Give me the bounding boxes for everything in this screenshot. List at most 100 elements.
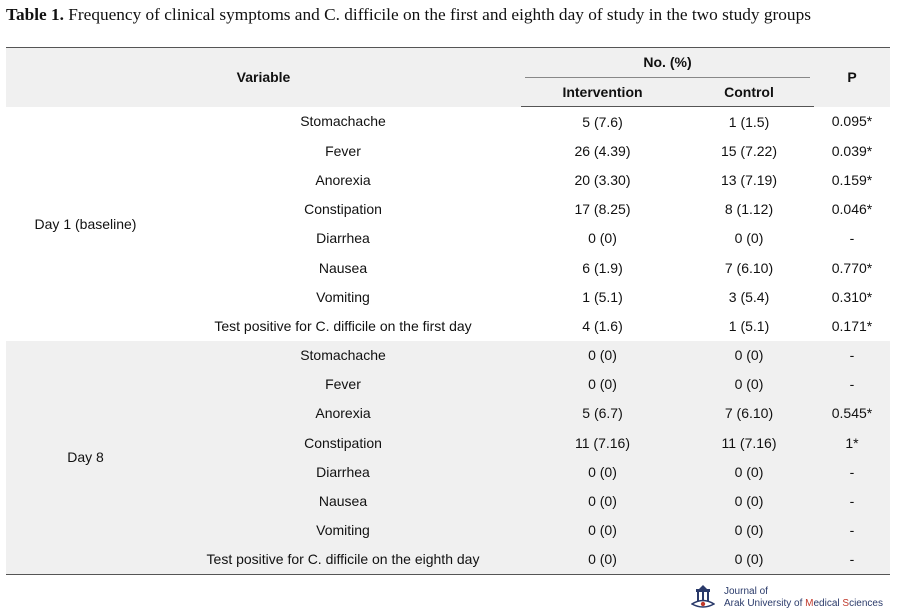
- control-cell: 1 (1.5): [684, 106, 814, 137]
- control-cell: 0 (0): [684, 369, 814, 399]
- p-header: P: [814, 47, 890, 107]
- variable-cell: Stomachache: [165, 340, 521, 370]
- variable-cell: Vomiting: [165, 515, 521, 545]
- table-row: Test positive for C. difficile on the fi…: [6, 311, 890, 341]
- p-value-cell: -: [814, 544, 890, 575]
- intervention-cell: 1 (5.1): [521, 282, 684, 312]
- control-cell: 15 (7.22): [684, 136, 814, 166]
- intervention-cell: 0 (0): [521, 457, 684, 487]
- p-value-cell: -: [814, 486, 890, 516]
- table-row: Test positive for C. difficile on the ei…: [6, 544, 890, 575]
- p-value-cell: 0.770*: [814, 252, 890, 283]
- p-value-cell: 0.095*: [814, 106, 890, 137]
- table-title: Frequency of clinical symptoms and C. di…: [68, 5, 811, 24]
- variable-cell: Anorexia: [165, 165, 521, 195]
- table-row: Day 8 Stomachache 0 (0) 0 (0) -: [6, 340, 890, 575]
- control-cell: 7 (6.10): [684, 398, 814, 429]
- results-table: Variable No. (%) P Intervention Control …: [6, 47, 890, 575]
- control-cell: 8 (1.12): [684, 194, 814, 224]
- group-day1: Day 1 (baseline) Stomachache 5 (7.6) 1 (1.5…: [6, 106, 890, 341]
- p-value-cell: -: [814, 515, 890, 545]
- p-value-cell: 0.171*: [814, 311, 890, 341]
- intervention-cell: 0 (0): [521, 340, 684, 370]
- table-row: Diarrhea 0 (0) 0 (0) -: [6, 457, 890, 487]
- intervention-cell: 5 (7.6): [521, 106, 684, 137]
- control-cell: 0 (0): [684, 223, 814, 253]
- table-label: Table 1.: [6, 5, 64, 24]
- intervention-cell: 0 (0): [521, 369, 684, 399]
- intervention-cell: 0 (0): [521, 486, 684, 516]
- variable-cell: Fever: [165, 136, 521, 166]
- intervention-cell: 26 (4.39): [521, 136, 684, 166]
- p-value-cell: -: [814, 340, 890, 370]
- control-cell: 7 (6.10): [684, 252, 814, 283]
- table-row: Vomiting 1 (5.1) 3 (5.4) 0.310*: [6, 282, 890, 312]
- table-row: Vomiting 0 (0) 0 (0) -: [6, 515, 890, 545]
- group-label: Day 1 (baseline): [6, 106, 165, 341]
- p-value-cell: 0.039*: [814, 136, 890, 166]
- intervention-cell: 0 (0): [521, 515, 684, 545]
- p-value-cell: -: [814, 223, 890, 253]
- variable-cell: Stomachache: [165, 106, 521, 137]
- p-value-cell: -: [814, 457, 890, 487]
- p-value-cell: 0.159*: [814, 165, 890, 195]
- table-row: Day 1 (baseline) Stomachache 5 (7.6) 1 (1.5…: [6, 106, 890, 341]
- variable-cell: Nausea: [165, 252, 521, 283]
- control-cell: 11 (7.16): [684, 428, 814, 458]
- variable-cell: Test positive for C. difficile on the fi…: [165, 311, 521, 341]
- control-cell: 13 (7.19): [684, 165, 814, 195]
- table-row: Constipation 17 (8.25) 8 (1.12) 0.046*: [6, 194, 890, 224]
- table-header: Variable No. (%) P Intervention Control: [6, 47, 890, 107]
- p-value-cell: 0.310*: [814, 282, 890, 312]
- table-row: Constipation 11 (7.16) 11 (7.16) 1*: [6, 428, 890, 458]
- table-row: Diarrhea 0 (0) 0 (0) -: [6, 223, 890, 253]
- intervention-cell: 17 (8.25): [521, 194, 684, 224]
- control-cell: 1 (5.1): [684, 311, 814, 341]
- intervention-cell: 4 (1.6): [521, 311, 684, 341]
- variable-cell: Anorexia: [165, 398, 521, 429]
- no-percent-header: No. (%): [521, 47, 814, 78]
- group-day8: Day 8 Stomachache 0 (0) 0 (0) - Fever 0 (0) 0 (…: [6, 340, 890, 575]
- intervention-cell: 20 (3.30): [521, 165, 684, 195]
- intervention-header: Intervention: [521, 78, 684, 107]
- intervention-cell: 5 (6.7): [521, 398, 684, 429]
- no-percent-label: No. (%): [643, 54, 692, 70]
- control-header: Control: [684, 78, 814, 107]
- table-caption: Table 1. Frequency of clinical symptoms …: [6, 4, 891, 26]
- table-row: Fever 0 (0) 0 (0) -: [6, 369, 890, 399]
- variable-header: Variable: [6, 47, 521, 107]
- header-rule: [525, 77, 810, 78]
- p-value-cell: 0.545*: [814, 398, 890, 429]
- variable-cell: Constipation: [165, 194, 521, 224]
- variable-cell: Test positive for C. difficile on the ei…: [165, 544, 521, 575]
- table-row: Anorexia 5 (6.7) 7 (6.10) 0.545*: [6, 398, 890, 429]
- table-row: Nausea 0 (0) 0 (0) -: [6, 486, 890, 516]
- table-row: Anorexia 20 (3.30) 13 (7.19) 0.159*: [6, 165, 890, 195]
- journal-name-line2: Arak University of Medical Sciences: [724, 598, 883, 609]
- control-cell: 0 (0): [684, 457, 814, 487]
- p-value-cell: 1*: [814, 428, 890, 458]
- group-label: Day 8: [6, 340, 165, 575]
- intervention-cell: 0 (0): [521, 544, 684, 575]
- intervention-cell: 11 (7.16): [521, 428, 684, 458]
- journal-emblem-icon: [691, 585, 715, 608]
- journal-logo: Journal of Arak University of Medical Sc…: [691, 584, 891, 610]
- table-row: Nausea 6 (1.9) 7 (6.10) 0.770*: [6, 252, 890, 283]
- journal-name-line1: Journal of: [724, 586, 768, 597]
- variable-cell: Nausea: [165, 486, 521, 516]
- intervention-cell: 0 (0): [521, 223, 684, 253]
- control-cell: 0 (0): [684, 515, 814, 545]
- table-row: Fever 26 (4.39) 15 (7.22) 0.039*: [6, 136, 890, 166]
- control-cell: 0 (0): [684, 340, 814, 370]
- variable-cell: Constipation: [165, 428, 521, 458]
- variable-cell: Vomiting: [165, 282, 521, 312]
- control-cell: 0 (0): [684, 486, 814, 516]
- p-value-cell: 0.046*: [814, 194, 890, 224]
- control-cell: 0 (0): [684, 544, 814, 575]
- control-cell: 3 (5.4): [684, 282, 814, 312]
- p-value-cell: -: [814, 369, 890, 399]
- variable-cell: Diarrhea: [165, 457, 521, 487]
- intervention-cell: 6 (1.9): [521, 252, 684, 283]
- variable-cell: Diarrhea: [165, 223, 521, 253]
- variable-cell: Fever: [165, 369, 521, 399]
